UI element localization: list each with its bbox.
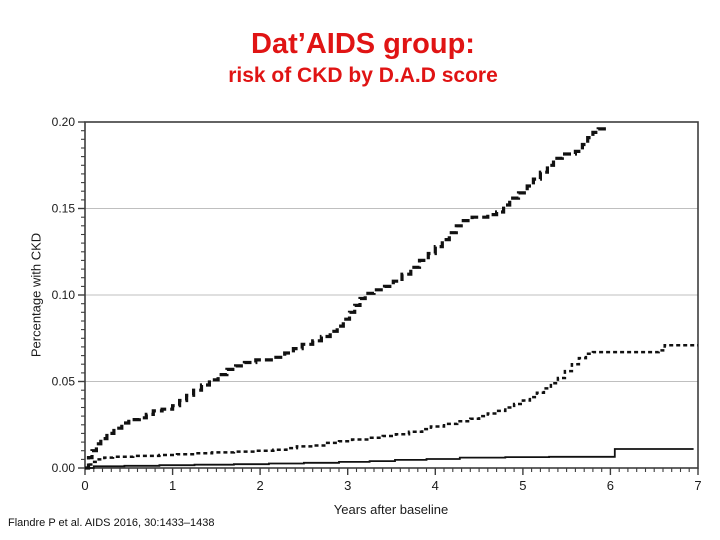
x-tick-label: 0 [81,478,88,493]
slide-subtitle: risk of CKD by D.A.D score [228,64,498,88]
y-axis-title: Percentage with CKD [28,232,44,358]
curve-dashed-curve-intermediate [85,343,698,470]
citation-reference: Flandre P et al. AIDS 2016, 30:1433–1438 [8,517,215,529]
y-tick-label: 0.05 [52,375,76,389]
curve-bold-dashed-curve-highest [85,127,608,470]
y-tick-label: 0.10 [52,288,76,302]
x-tick-label: 5 [519,478,526,493]
x-tick-label: 4 [432,478,439,493]
slide-title-block: Dat’AIDS group: risk of CKD by D.A.D sco… [0,26,720,90]
x-tick-label: 6 [607,478,614,493]
y-tick-label: 0.15 [52,202,76,216]
y-tick-label: 0.20 [52,115,76,129]
x-tick-label: 1 [169,478,176,493]
y-tick-label: 0.00 [52,461,76,475]
x-axis-title: Years after baseline [333,502,449,517]
slide-title: Dat’AIDS group: [251,28,475,60]
curve-solid-curve-lowest [85,448,694,469]
x-tick-label: 3 [344,478,351,493]
x-tick-label: 2 [256,478,263,493]
x-tick-label: 7 [694,478,701,493]
